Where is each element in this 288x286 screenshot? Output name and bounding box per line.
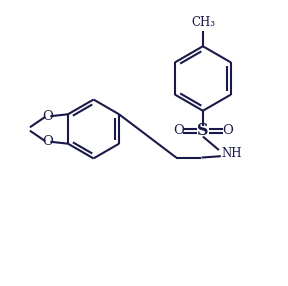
Text: NH: NH [221,147,242,160]
Text: O: O [222,124,233,138]
Text: O: O [42,110,53,123]
Text: CH₃: CH₃ [191,16,215,29]
Text: S: S [197,122,209,140]
Text: O: O [173,124,184,138]
Text: O: O [42,135,53,148]
